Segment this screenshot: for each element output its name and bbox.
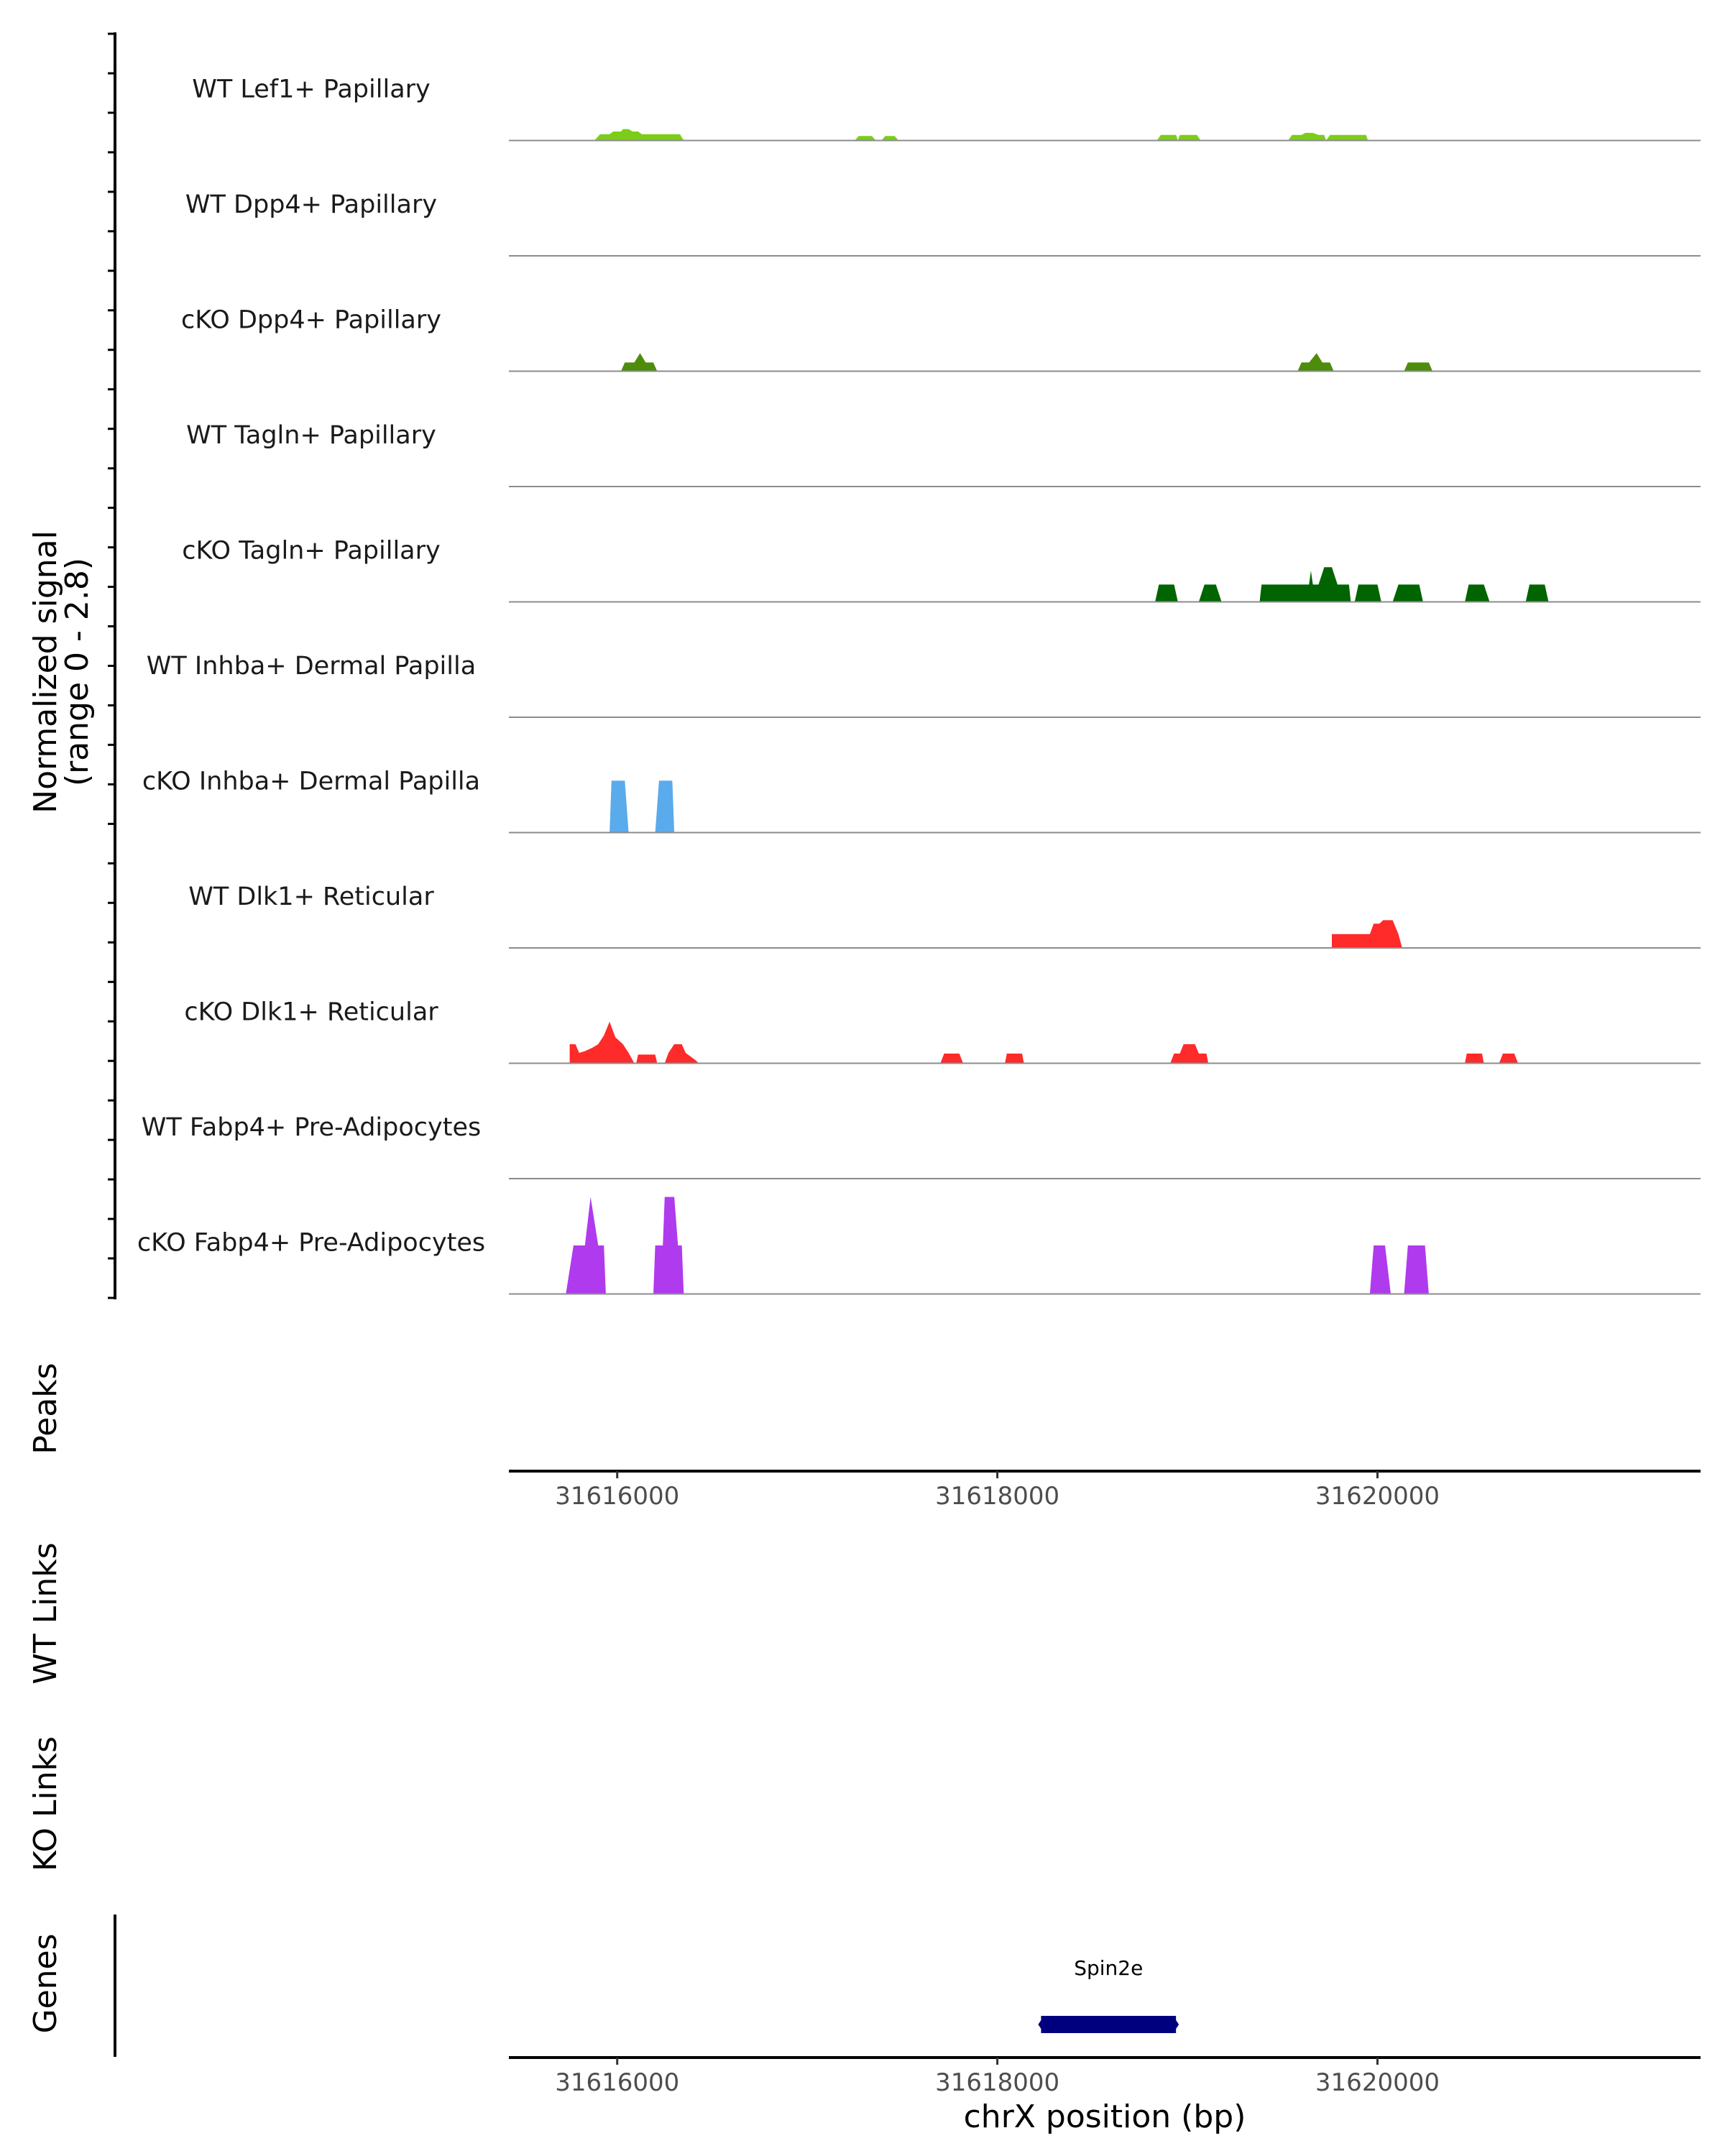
track-11: cKO Fabp4+ Pre-Adipocytes xyxy=(137,1197,1701,1295)
x-tick-label: 31618000 xyxy=(935,1482,1059,1511)
track-5: cKO Tagln+ Papillary xyxy=(182,537,1701,603)
track-label: cKO Dlk1+ Reticular xyxy=(184,998,438,1027)
track-label: WT Dpp4+ Papillary xyxy=(185,190,437,219)
track-signal-area xyxy=(1332,920,1402,948)
gene-annotations: Spin2e xyxy=(1038,1956,1179,2033)
track-signal-area xyxy=(610,780,675,833)
x-axis-title: chrX position (bp) xyxy=(964,2099,1246,2135)
track-signal-area xyxy=(566,1197,1429,1294)
track-3: cKO Dpp4+ Papillary xyxy=(181,306,1701,372)
track-label: WT Dlk1+ Reticular xyxy=(188,883,434,911)
gene-label: Spin2e xyxy=(1074,1956,1143,1980)
track-label: WT Fabp4+ Pre-Adipocytes xyxy=(142,1113,481,1142)
wt-links-panel-title: WT Links xyxy=(27,1542,64,1684)
track-label: cKO Tagln+ Papillary xyxy=(182,537,441,566)
track-signal-area xyxy=(1155,567,1549,602)
track-signal-area xyxy=(594,129,1368,141)
track-8: WT Dlk1+ Reticular xyxy=(188,883,1701,949)
x-tick-label: 31616000 xyxy=(555,1482,679,1511)
gene-end-cap xyxy=(1173,2016,1179,2033)
genes-x-axis-ticks: 31616000 31618000 31620000 xyxy=(555,2058,1440,2097)
gene-spin2e: Spin2e xyxy=(1038,1956,1179,2033)
track-7: cKO Inhba+ Dermal Papilla xyxy=(142,768,1701,834)
track-label: WT Tagln+ Papillary xyxy=(186,421,436,450)
track-1: WT Lef1+ Papillary xyxy=(192,75,1701,142)
track-signal-area xyxy=(621,353,1433,372)
track-label: cKO Inhba+ Dermal Papilla xyxy=(142,768,480,796)
y-axis-title: Normalized signal xyxy=(27,530,64,814)
track-label: cKO Fabp4+ Pre-Adipocytes xyxy=(137,1229,485,1258)
track-label: WT Inhba+ Dermal Papilla xyxy=(147,652,476,681)
track-10: WT Fabp4+ Pre-Adipocytes xyxy=(142,1113,1701,1179)
coverage-tracks: WT Lef1+ Papillary WT Dpp4+ Papillary cKO … xyxy=(137,75,1701,1295)
ko-links-panel-title: KO Links xyxy=(27,1736,64,1871)
track-label: cKO Dpp4+ Papillary xyxy=(181,306,441,335)
track-9: cKO Dlk1+ Reticular xyxy=(184,998,1701,1064)
x-tick-label: 31618000 xyxy=(935,2068,1059,2097)
track-2: WT Dpp4+ Papillary xyxy=(185,190,1701,257)
track-label: WT Lef1+ Papillary xyxy=(192,75,431,104)
track-signal-area xyxy=(569,1021,1519,1064)
x-tick-label: 31616000 xyxy=(555,2068,679,2097)
genes-panel-title: Genes xyxy=(27,1933,64,2033)
gene-strand-arrow xyxy=(1038,2016,1044,2033)
x-tick-label: 31620000 xyxy=(1315,2068,1440,2097)
y-axis-range-label: (range 0 - 2.8) xyxy=(59,558,96,786)
x-tick-label: 31620000 xyxy=(1315,1482,1440,1511)
peaks-x-axis-ticks: 31616000 31618000 31620000 xyxy=(555,1471,1440,1511)
gene-body xyxy=(1041,2016,1177,2033)
track-6: WT Inhba+ Dermal Papilla xyxy=(147,652,1701,718)
peaks-panel-title: Peaks xyxy=(27,1363,64,1454)
y-axis-ticks xyxy=(108,32,115,1299)
track-4: WT Tagln+ Papillary xyxy=(186,421,1701,487)
